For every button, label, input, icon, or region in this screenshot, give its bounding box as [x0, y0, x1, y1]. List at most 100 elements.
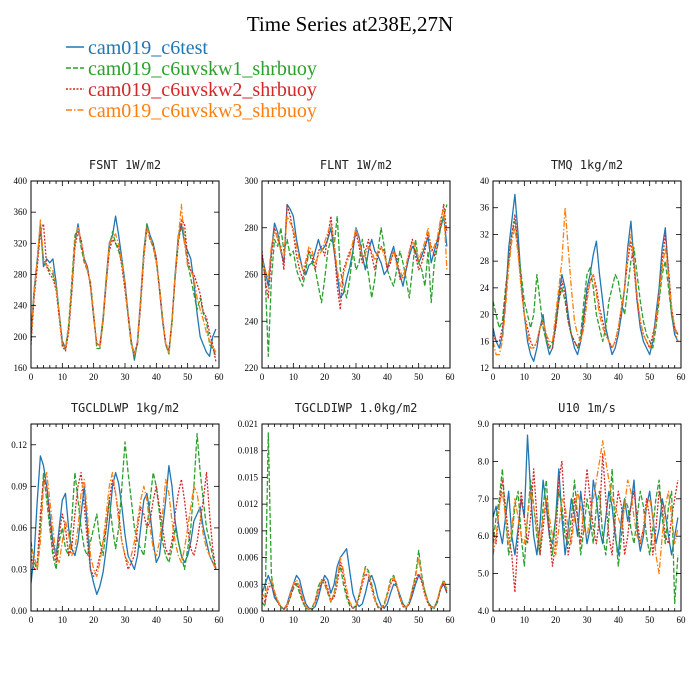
y-tick-label: 300: [245, 176, 259, 186]
figure-title: Time Series at238E,27N: [247, 12, 453, 36]
x-tick-label: 50: [414, 615, 424, 625]
panel: TMQ 1kg/m2 0 10 20 30 40 50 60 12 16 20 24 28 32 36 40: [480, 158, 686, 382]
panel-title: TGCLDLWP 1kg/m2: [71, 401, 179, 415]
x-tick-label: 50: [183, 372, 193, 382]
x-tick-label: 40: [614, 615, 624, 625]
panels: FSNT 1W/m20 10 20 30 40 50 6016020024028032036…: [11, 158, 686, 625]
panel: FLNT 1W/m2 0 10 20 30 40 50 60 220 240 260 280 300: [245, 158, 456, 382]
panel-title: U10 1m/s: [558, 401, 616, 415]
series-line: [262, 203, 448, 311]
y-tick-label: 160: [14, 363, 28, 373]
y-tick-label: 0.021: [238, 419, 258, 429]
x-tick-label: 30: [583, 372, 593, 382]
series-line: [493, 207, 679, 356]
plot-area: [493, 434, 679, 605]
x-tick-label: 60: [446, 615, 456, 625]
panel: FSNT 1W/m2 0 10 20 30 40 50 60 160 200 240 280 320 36…: [14, 158, 225, 382]
y-tick-label: 400: [14, 176, 28, 186]
y-tick-label: 280: [245, 223, 259, 233]
x-tick-label: 20: [89, 372, 99, 382]
legend-entry: cam019_c6test: [66, 37, 208, 59]
panel-title: TGCLDIWP 1.0kg/m2: [295, 401, 418, 415]
x-tick-label: 0: [29, 372, 34, 382]
series-line: [262, 204, 448, 357]
x-tick-label: 40: [152, 615, 162, 625]
x-tick-label: 0: [491, 372, 496, 382]
y-tick-label: 24: [480, 283, 490, 293]
series-line: [31, 471, 217, 578]
series-line: [31, 455, 217, 596]
y-tick-label: 36: [480, 203, 490, 213]
y-tick-label: 0.006: [238, 553, 259, 563]
y-tick-label: 12: [480, 363, 489, 373]
legend-label: cam019_c6uvskw2_shrbuoy: [88, 79, 317, 101]
series-line: [262, 561, 448, 610]
y-tick-label: 40: [480, 176, 490, 186]
y-tick-label: 28: [480, 256, 490, 266]
x-tick-label: 30: [352, 615, 362, 625]
x-tick-label: 10: [520, 372, 530, 382]
y-tick-label: 0.015: [238, 472, 259, 482]
y-tick-label: 360: [14, 207, 28, 217]
y-tick-label: 32: [480, 229, 489, 239]
series-line: [262, 556, 448, 610]
x-tick-label: 20: [320, 615, 330, 625]
panel-title: FLNT 1W/m2: [320, 158, 392, 172]
x-tick-label: 50: [414, 372, 424, 382]
x-tick-label: 10: [520, 615, 530, 625]
y-tick-label: 220: [245, 363, 259, 373]
y-tick-label: 5.0: [478, 569, 490, 579]
legend-entry: cam019_c6uvskw3_shrbuoy: [66, 100, 317, 122]
plot-area: [31, 203, 217, 362]
x-tick-label: 60: [215, 615, 225, 625]
plot-area: [262, 432, 448, 610]
y-tick-label: 0.09: [11, 481, 27, 491]
plot-area: [31, 433, 217, 596]
y-tick-label: 20: [480, 310, 490, 320]
y-tick-label: 0.000: [238, 606, 259, 616]
y-tick-label: 0.009: [238, 526, 259, 536]
x-tick-label: 30: [121, 372, 131, 382]
x-tick-label: 60: [215, 372, 225, 382]
series-line: [493, 440, 679, 575]
x-tick-label: 0: [260, 372, 265, 382]
x-tick-label: 60: [677, 372, 687, 382]
x-tick-label: 30: [352, 372, 362, 382]
y-tick-label: 0.018: [238, 446, 259, 456]
x-tick-label: 0: [491, 615, 496, 625]
series-line: [31, 203, 217, 357]
y-tick-label: 260: [245, 270, 259, 280]
y-tick-label: 0.003: [238, 579, 259, 589]
y-tick-label: 9.0: [478, 419, 490, 429]
x-tick-label: 40: [152, 372, 162, 382]
plot-area: [493, 193, 679, 362]
x-tick-label: 50: [645, 615, 655, 625]
x-tick-label: 10: [289, 372, 299, 382]
panel: TGCLDLWP 1kg/m2 0 10 20 30 40 50 60 0.00 0.03 0.06…: [11, 401, 224, 625]
plot-area: [262, 203, 448, 357]
y-tick-label: 240: [245, 316, 259, 326]
y-tick-label: 0.012: [238, 499, 258, 509]
panel: TGCLDIWP 1.0kg/m2 0 10 20 30 40 50 60 0.000 0.003…: [238, 401, 455, 625]
x-tick-label: 40: [614, 372, 624, 382]
panel-title: TMQ 1kg/m2: [551, 158, 623, 172]
x-tick-label: 0: [260, 615, 265, 625]
x-tick-label: 20: [320, 372, 330, 382]
y-tick-label: 0.12: [11, 440, 27, 450]
series-line: [493, 220, 679, 349]
y-tick-label: 280: [14, 270, 28, 280]
y-tick-label: 0.00: [11, 606, 27, 616]
y-tick-label: 16: [480, 336, 490, 346]
y-tick-label: 240: [14, 301, 28, 311]
y-tick-label: 4.0: [478, 606, 490, 616]
x-tick-label: 30: [121, 615, 131, 625]
x-tick-label: 30: [583, 615, 593, 625]
x-tick-label: 50: [183, 615, 193, 625]
legend-label: cam019_c6test: [88, 37, 208, 59]
series-line: [493, 468, 679, 605]
x-tick-label: 10: [289, 615, 299, 625]
x-tick-label: 20: [551, 615, 561, 625]
x-tick-label: 60: [677, 615, 687, 625]
y-tick-label: 200: [14, 332, 28, 342]
